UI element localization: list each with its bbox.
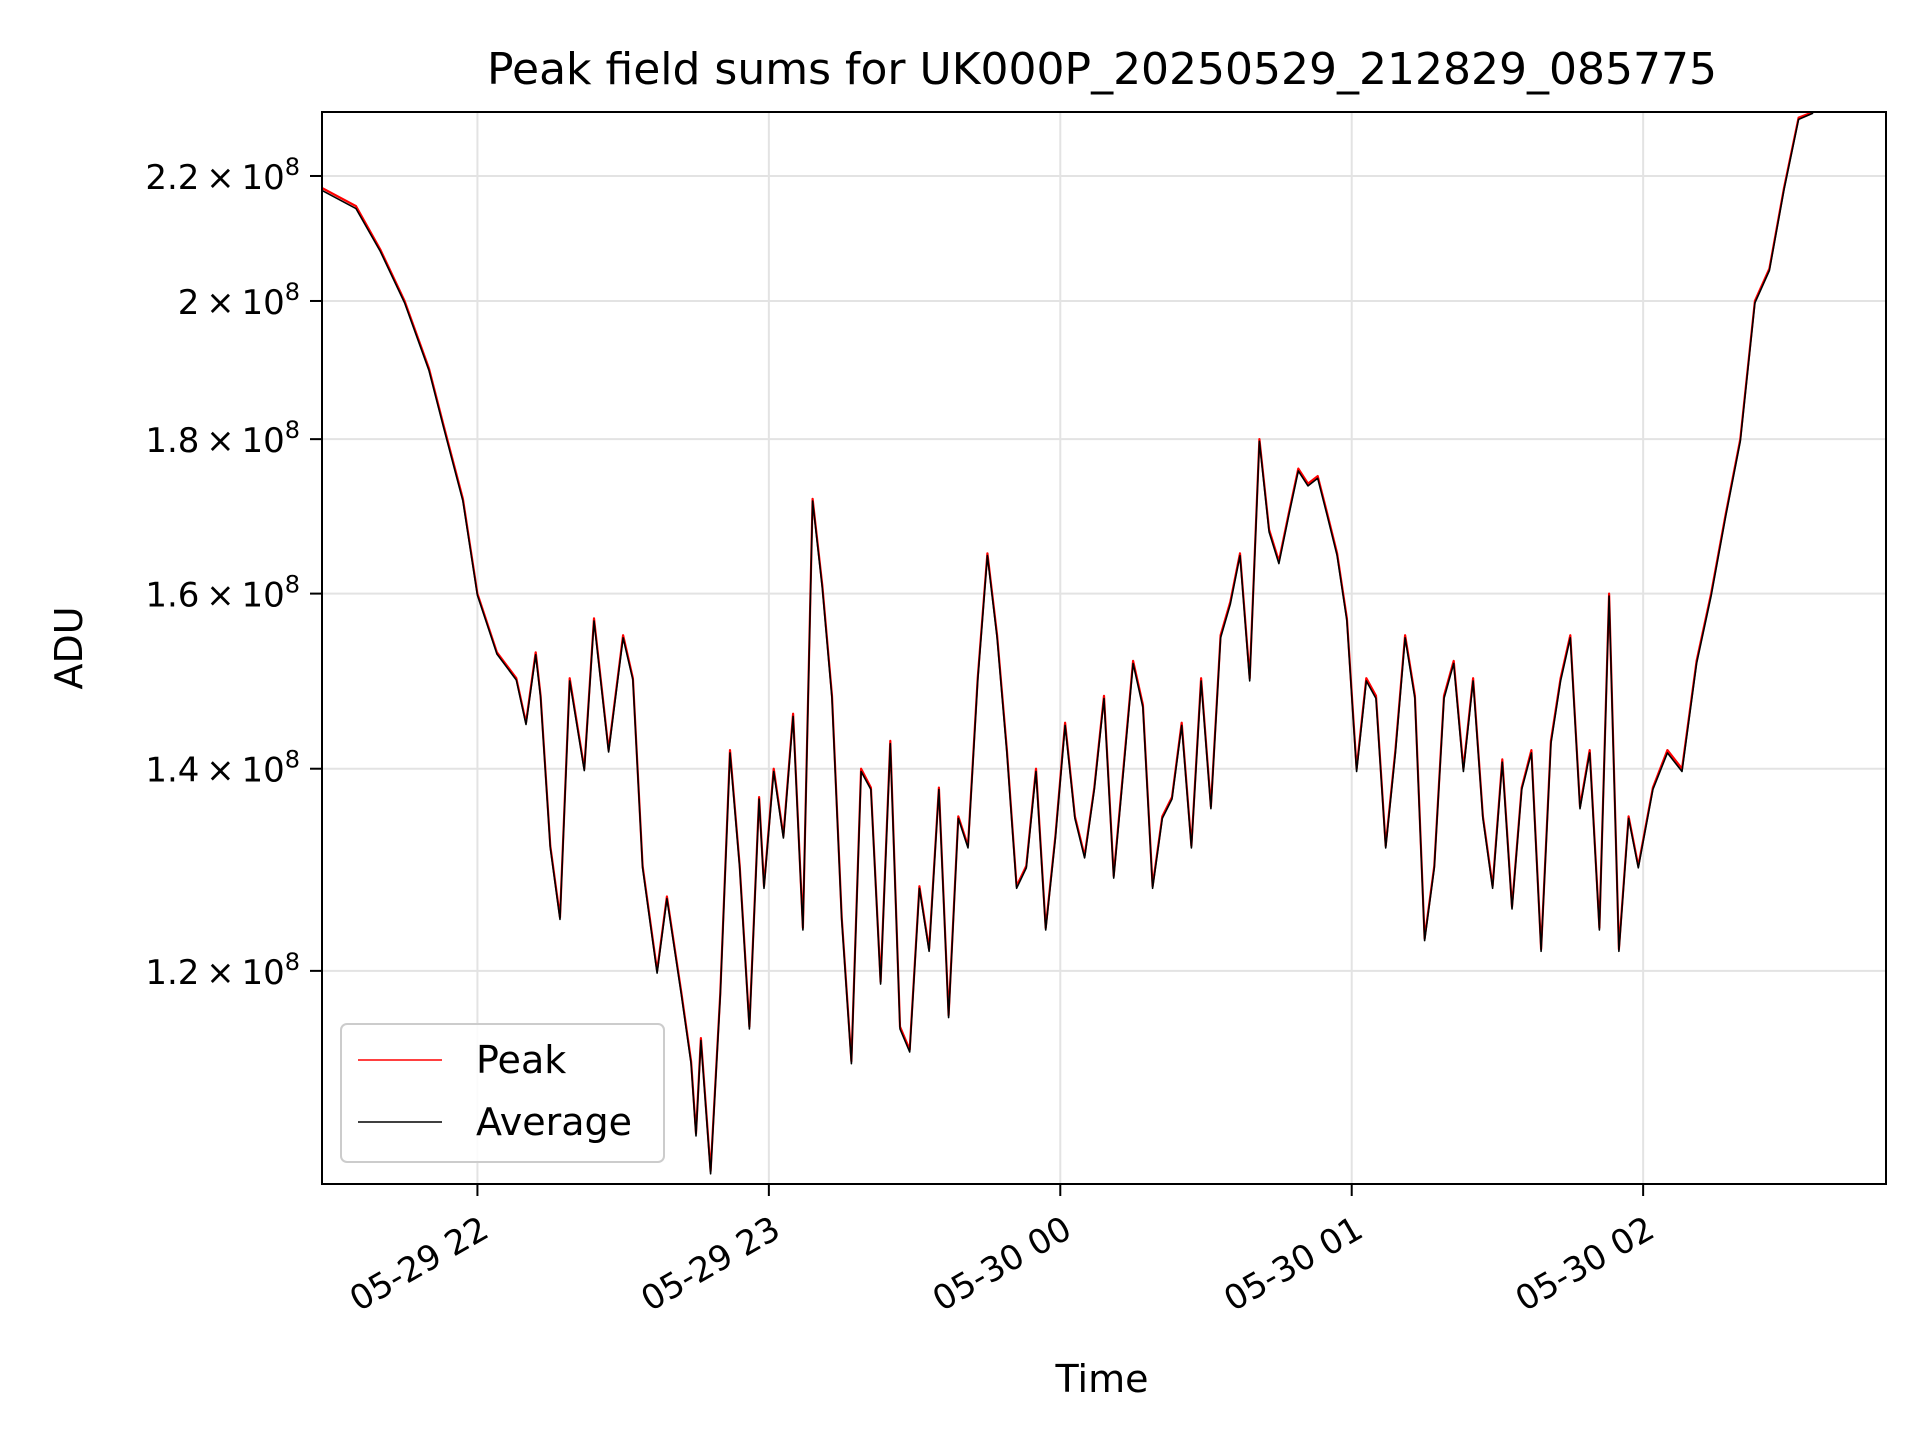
legend-box [340,1023,665,1163]
grid-lines [322,112,1886,1184]
y-tick-label: 1.8 × 108 [145,416,300,461]
legend-label-average: Average [476,1100,632,1144]
plot-frame [321,111,1887,1185]
y-axis-ticks: 1.2 × 108 1.4 × 108 1.6 × 108 1.8 × 108 2 × … [145,153,322,993]
y-axis-label: ADU [47,606,91,689]
legend: Peak Average [340,1023,665,1163]
y-tick-label: 2 × 108 [178,278,300,323]
y-tick-label: 2.2 × 108 [145,153,300,198]
plot-area [322,112,1886,1184]
legend-label-peak: Peak [476,1038,566,1082]
series-lines [321,110,1814,1175]
y-tick-label: 1.6 × 108 [145,571,300,616]
y-tick-label: 1.2 × 108 [145,948,300,993]
chart-title: Peak field sums for UK000P_20250529_2128… [487,44,1717,95]
x-axis-label: Time [1055,1357,1149,1401]
y-tick-label: 1.4 × 108 [145,746,300,791]
series-line-average [321,112,1814,1175]
